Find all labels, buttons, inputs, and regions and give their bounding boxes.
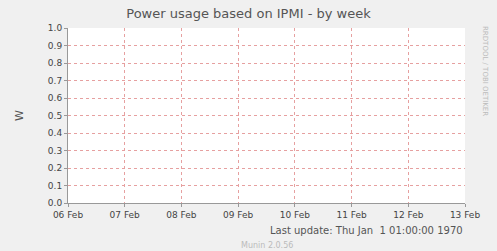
svg-text:0.2: 0.2 bbox=[48, 163, 62, 173]
svg-text:0.1: 0.1 bbox=[48, 181, 62, 191]
svg-text:07 Feb: 07 Feb bbox=[110, 210, 141, 220]
svg-text:11 Feb: 11 Feb bbox=[336, 210, 367, 220]
svg-text:W: W bbox=[13, 110, 26, 121]
svg-text:06 Feb: 06 Feb bbox=[53, 210, 84, 220]
svg-text:13 Feb: 13 Feb bbox=[450, 210, 481, 220]
svg-text:08 Feb: 08 Feb bbox=[166, 210, 197, 220]
svg-text:12 Feb: 12 Feb bbox=[393, 210, 424, 220]
svg-text:Munin 2.0.56: Munin 2.0.56 bbox=[241, 241, 293, 250]
svg-text:RRDTOOL / TOBI OETIKER: RRDTOOL / TOBI OETIKER bbox=[481, 26, 489, 116]
svg-text:1.0: 1.0 bbox=[48, 23, 63, 33]
svg-text:0.0: 0.0 bbox=[48, 198, 63, 208]
svg-text:0.7: 0.7 bbox=[48, 76, 62, 86]
svg-text:09 Feb: 09 Feb bbox=[223, 210, 254, 220]
svg-text:0.8: 0.8 bbox=[48, 58, 63, 68]
svg-text:Last update: Thu Jan 1 01:00:: Last update: Thu Jan 1 01:00:00 1970 bbox=[270, 225, 463, 236]
svg-text:0.5: 0.5 bbox=[48, 111, 62, 121]
svg-text:0.9: 0.9 bbox=[48, 41, 63, 51]
svg-text:0.4: 0.4 bbox=[48, 128, 63, 138]
svg-text:Power usage based on IPMI - by: Power usage based on IPMI - by week bbox=[126, 6, 371, 21]
svg-text:0.6: 0.6 bbox=[48, 93, 63, 103]
svg-text:10 Feb: 10 Feb bbox=[280, 210, 311, 220]
svg-text:0.3: 0.3 bbox=[48, 146, 62, 156]
